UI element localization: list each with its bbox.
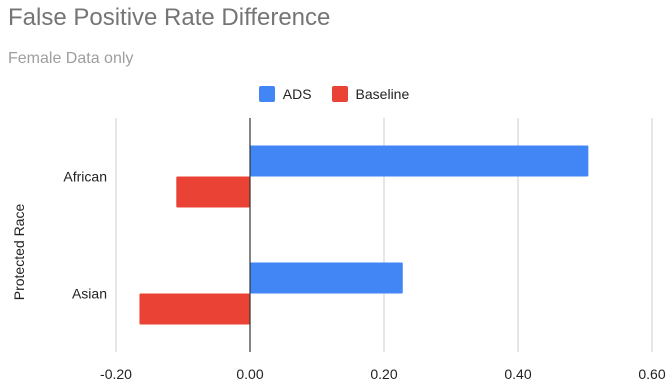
legend: ADS Baseline [0, 86, 668, 102]
category-label: African [63, 169, 107, 185]
bar-baseline-asian[interactable] [139, 293, 250, 325]
x-tick-label: 0.60 [638, 366, 665, 382]
category-label: Asian [72, 286, 107, 302]
bars [139, 145, 589, 325]
chart-title: False Positive Rate Difference [8, 4, 331, 31]
bar-ads-african[interactable] [250, 145, 589, 177]
legend-swatch-baseline [331, 86, 348, 102]
bar-baseline-african[interactable] [176, 176, 250, 208]
legend-label-ads: ADS [282, 86, 312, 102]
legend-swatch-ads [258, 86, 275, 102]
legend-item-baseline[interactable]: Baseline [331, 86, 410, 102]
x-tick-label: -0.20 [100, 366, 132, 382]
x-tick-label: 0.20 [370, 366, 397, 382]
x-tick-label: 0.40 [504, 366, 531, 382]
x-tick-label: 0.00 [236, 366, 263, 382]
bar-ads-asian[interactable] [250, 262, 403, 294]
legend-item-ads[interactable]: ADS [258, 86, 312, 102]
x-tick-labels: -0.20 0.00 0.20 0.40 0.60 [100, 366, 666, 382]
legend-label-baseline: Baseline [355, 86, 410, 102]
y-axis-label: Protected Race [11, 204, 27, 301]
chart-subtitle: Female Data only [8, 50, 134, 67]
category-labels: African Asian [63, 169, 107, 302]
